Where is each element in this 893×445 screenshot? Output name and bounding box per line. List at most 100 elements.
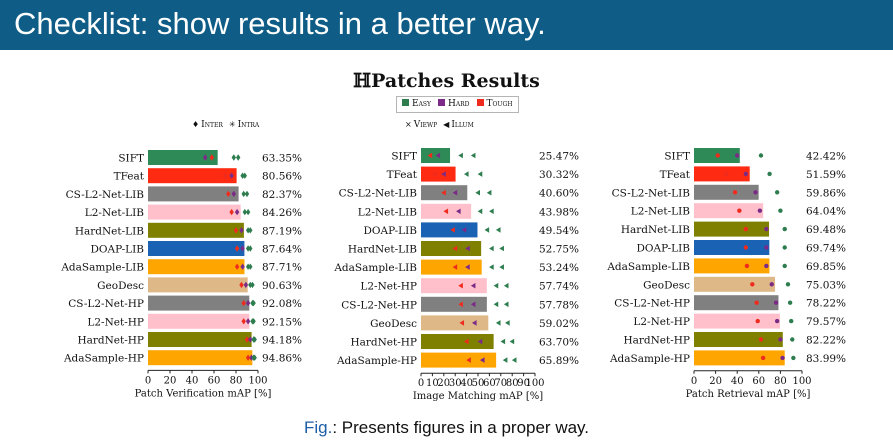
marker	[500, 338, 506, 345]
marker	[764, 226, 769, 232]
value-label: 59.86%	[806, 187, 846, 199]
category-label: GeoDesc	[97, 280, 144, 292]
marker	[785, 282, 791, 287]
marker	[724, 171, 729, 177]
bar	[694, 258, 770, 274]
category-label: L2-Net-HP	[633, 316, 690, 328]
legend-label: Easy	[412, 99, 431, 109]
bar	[148, 168, 237, 184]
marker	[735, 153, 740, 158]
marker	[489, 208, 494, 215]
marker-legend-label: Intra	[237, 120, 260, 130]
marker	[252, 354, 257, 361]
bar	[148, 204, 241, 220]
marker	[495, 227, 501, 233]
marker	[452, 245, 458, 252]
x-tick-label: 80	[774, 376, 787, 387]
marker-legend-label: Inter	[201, 120, 223, 130]
value-label: 83.99%	[806, 353, 846, 365]
bar	[694, 240, 770, 255]
category-label: AdaSample-LIB	[333, 262, 417, 274]
marker	[251, 318, 256, 325]
marker	[502, 357, 508, 363]
x-tick-label: 30	[449, 378, 462, 389]
x-tick-label: 20	[709, 376, 722, 387]
marker	[789, 318, 794, 324]
value-label: 87.64%	[262, 244, 302, 256]
bar	[694, 184, 759, 200]
marker	[456, 208, 461, 215]
marker	[443, 208, 449, 215]
marker	[229, 172, 234, 179]
marker	[791, 355, 796, 361]
marker-symbol-icon: ×	[405, 120, 412, 129]
marker	[715, 153, 720, 158]
value-label: 51.59%	[806, 169, 846, 181]
marker	[248, 336, 253, 343]
marker	[241, 299, 246, 307]
marker	[737, 208, 742, 213]
bar	[694, 332, 783, 347]
category-label: HardNet-HP	[77, 335, 144, 347]
marker	[244, 336, 250, 343]
marker	[503, 301, 509, 308]
x-axis-label: Patch Retrieval mAP [%]	[686, 389, 811, 400]
x-tick-label: 0	[145, 375, 151, 386]
marker	[234, 245, 240, 252]
marker	[479, 357, 485, 363]
value-label: 87.71%	[262, 262, 302, 274]
legend-swatch	[402, 99, 409, 106]
marker	[750, 282, 755, 287]
x-tick-label: 50	[472, 378, 485, 389]
marker	[475, 189, 480, 196]
category-label: CS-L2-Net-HP	[68, 298, 144, 310]
category-label: SIFT	[664, 151, 690, 163]
value-label: 49.54%	[539, 225, 579, 237]
marker	[499, 264, 504, 270]
marker	[252, 336, 257, 343]
marker	[489, 264, 494, 270]
legend-item-hard: Hard	[437, 97, 470, 112]
marker	[231, 190, 236, 198]
marker	[778, 337, 783, 342]
bar	[148, 222, 244, 238]
value-label: 90.63%	[262, 280, 302, 292]
marker	[464, 171, 469, 177]
category-label: AdaSample-LIB	[60, 262, 144, 274]
marker	[769, 282, 774, 287]
category-label: SIFT	[118, 153, 144, 165]
value-label: 84.26%	[262, 207, 302, 219]
category-label: L2-Net-LIB	[85, 207, 144, 219]
x-axis-label: Image Matching mAP [%]	[413, 391, 543, 402]
bar	[421, 296, 487, 312]
marker	[465, 264, 470, 270]
value-label: 69.48%	[806, 224, 846, 236]
legend-item-easy: Easy	[402, 97, 431, 112]
bar	[148, 259, 245, 275]
marker	[234, 208, 240, 216]
category-label: DOAP-LIB	[637, 243, 691, 255]
bar	[421, 352, 497, 368]
marker	[764, 263, 769, 269]
marker	[250, 281, 255, 289]
marker	[441, 171, 446, 177]
value-label: 92.08%	[262, 298, 302, 310]
marker-legend-item: × Viewp	[405, 120, 437, 130]
marker	[782, 263, 787, 269]
category-label: SIFT	[391, 151, 417, 163]
x-tick-label: 100	[792, 376, 811, 387]
category-label: TFeat	[114, 171, 145, 183]
marker	[774, 318, 780, 324]
marker	[503, 282, 509, 289]
category-label: CS-L2-Net-HP	[341, 299, 417, 311]
marker-legend-label: Illum	[451, 120, 474, 130]
marker	[782, 245, 787, 250]
x-tick-label: 40	[460, 378, 473, 389]
marker	[435, 152, 441, 159]
marker-symbol-icon: ◀	[443, 120, 450, 129]
marker	[493, 282, 499, 289]
marker	[780, 355, 785, 361]
bar	[694, 203, 764, 219]
